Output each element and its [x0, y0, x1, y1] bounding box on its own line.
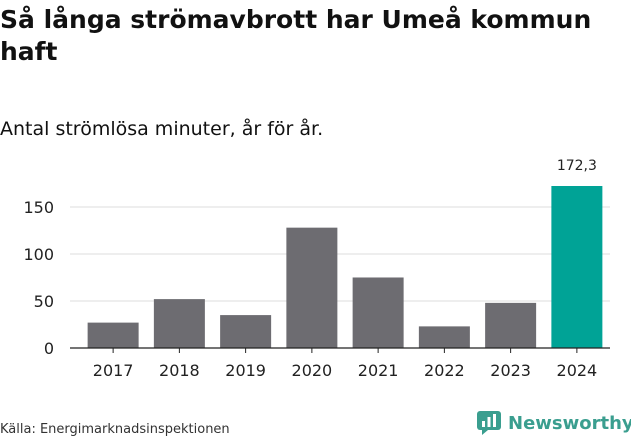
- x-tick-label: 2020: [292, 361, 333, 380]
- x-tick-label: 2017: [93, 361, 134, 380]
- brand-name: Newsworthy: [508, 412, 631, 434]
- x-tick-label: 2018: [159, 361, 200, 380]
- data-label: 172,3: [557, 158, 597, 174]
- bar-2023: [485, 302, 537, 348]
- bar-2019: [220, 315, 272, 348]
- x-tick-label: 2023: [490, 361, 531, 380]
- y-tick-label: 0: [44, 339, 54, 358]
- x-tick-label: 2019: [225, 361, 266, 380]
- bar-chart-logo-icon: [477, 411, 501, 435]
- y-tick-label: 100: [23, 245, 54, 264]
- chart-subtitle: Antal strömlösa minuter, år för år.: [0, 118, 324, 140]
- y-tick-label: 50: [34, 292, 54, 311]
- bar-2024: [551, 186, 603, 348]
- bar-2018: [153, 299, 205, 348]
- x-tick-label: 2022: [424, 361, 465, 380]
- chart-title: Så långa strömavbrott har Umeå kommun ha…: [0, 5, 592, 66]
- source-note: Källa: Energimarknadsinspektionen: [0, 422, 230, 437]
- bar-2021: [352, 277, 404, 348]
- x-tick-label: 2021: [358, 361, 399, 380]
- y-tick-label: 150: [23, 198, 54, 217]
- bar-chart: 0 50 100 150 2017 2018 2019 2020 2021 2022 2023 202…: [23, 158, 610, 380]
- bar-2022: [418, 326, 470, 348]
- bar-2017: [87, 322, 139, 348]
- x-tick-label: 2024: [557, 361, 598, 380]
- newsworthy-logo: Newsworthy: [476, 409, 631, 437]
- bar-2020: [286, 227, 338, 348]
